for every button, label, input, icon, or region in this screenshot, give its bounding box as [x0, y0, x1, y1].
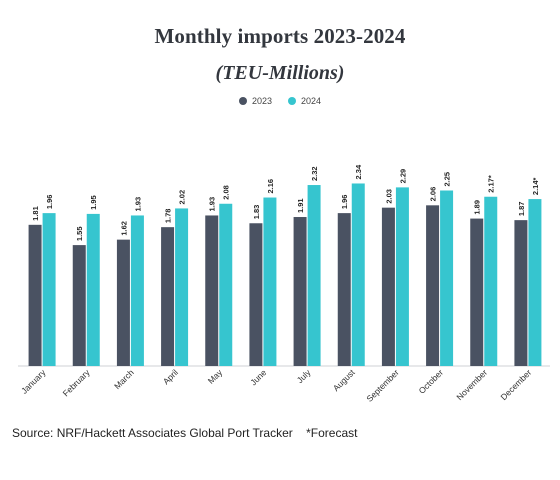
x-tick-label-march: March: [112, 367, 136, 391]
x-tick-label-july: July: [295, 367, 313, 385]
legend-item-2023: 2023: [238, 96, 272, 106]
bar-2024-april: [175, 208, 189, 366]
legend-label-2023: 2023: [251, 96, 272, 106]
legend: 2023 2024: [0, 96, 560, 106]
bar-2024-july: [307, 185, 321, 366]
data-label-2023-april: 1.78: [164, 209, 173, 224]
bar-2023-january: [28, 224, 42, 366]
bar-2023-april: [161, 227, 175, 366]
x-tick-label-october: October: [417, 367, 446, 396]
x-tick-label-january: January: [19, 367, 48, 396]
data-label-2023-july: 1.91: [296, 198, 305, 213]
chart-subtitle: (TEU-Millions): [215, 62, 345, 84]
data-label-2023-october: 2.06: [429, 187, 438, 202]
bar-2024-september: [395, 187, 409, 366]
data-label-2023-february: 1.55: [75, 226, 84, 241]
data-label-2024-february: 1.95: [89, 195, 98, 210]
data-label-2023-may: 1.93: [208, 197, 217, 212]
data-label-2024-may: 2.08: [222, 185, 231, 200]
data-label-2023-december: 1.87: [517, 202, 526, 217]
data-label-2024-november: 2.17*: [487, 175, 496, 193]
source-note: Source: NRF/Hackett Associates Global Po…: [12, 426, 357, 440]
x-tick-label-may: May: [206, 367, 225, 386]
data-label-2024-august: 2.34: [354, 164, 363, 179]
bar-2024-june: [263, 197, 277, 366]
data-label-2024-september: 2.29: [398, 169, 407, 184]
data-label-2024-december: 2.14*: [531, 177, 540, 195]
legend-item-2024: 2024: [288, 96, 321, 106]
legend-swatch-2023: [238, 97, 247, 105]
data-label-2023-september: 2.03: [384, 189, 393, 204]
data-label-2024-april: 2.02: [178, 190, 187, 205]
bar-2023-august: [337, 213, 351, 366]
data-label-2023-august: 1.96: [340, 195, 349, 210]
bar-2023-july: [293, 217, 307, 366]
legend-swatch-2024: [288, 97, 296, 105]
bar-2024-november: [484, 196, 498, 366]
bar-2023-october: [426, 205, 440, 366]
bar-2023-june: [249, 223, 263, 366]
chart-title: Monthly imports 2023-2024: [154, 24, 406, 48]
bar-2023-may: [205, 215, 219, 366]
data-label-2024-october: 2.25: [443, 172, 452, 187]
bar-2023-november: [470, 218, 484, 366]
x-tick-label-december: December: [499, 367, 534, 402]
x-tick-label-april: April: [161, 367, 180, 386]
bar-2024-december: [528, 199, 542, 366]
bar-2024-october: [440, 190, 454, 366]
bar-2024-may: [219, 203, 233, 366]
legend-label-2024: 2024: [301, 96, 322, 106]
data-label-2023-march: 1.62: [119, 221, 128, 236]
x-tick-label-august: August: [331, 367, 357, 393]
data-label-2023-november: 1.89: [473, 200, 482, 215]
data-label-2024-march: 1.93: [133, 197, 142, 212]
data-label-2023-june: 1.83: [252, 205, 261, 220]
bar-2024-march: [130, 215, 144, 366]
bar-2023-september: [381, 207, 395, 366]
bar-2024-february: [86, 213, 100, 366]
bar-2023-march: [116, 239, 130, 366]
bar-2023-february: [72, 245, 86, 366]
bar-2024-august: [351, 183, 365, 366]
bar-2024-january: [42, 213, 56, 366]
x-tick-label-february: February: [61, 367, 93, 399]
source-text: Source: NRF/Hackett Associates Global Po…: [12, 426, 293, 440]
x-tick-label-june: June: [248, 367, 268, 387]
data-label-2024-july: 2.32: [310, 166, 319, 181]
data-label-2024-january: 1.96: [45, 195, 54, 210]
forecast-footnote: *Forecast: [306, 426, 358, 440]
data-label-2023-january: 1.81: [31, 206, 40, 221]
x-tick-label-september: September: [364, 367, 401, 404]
data-label-2024-june: 2.16: [266, 179, 275, 194]
x-tick-label-november: November: [454, 367, 489, 402]
bar-2023-december: [514, 220, 528, 366]
